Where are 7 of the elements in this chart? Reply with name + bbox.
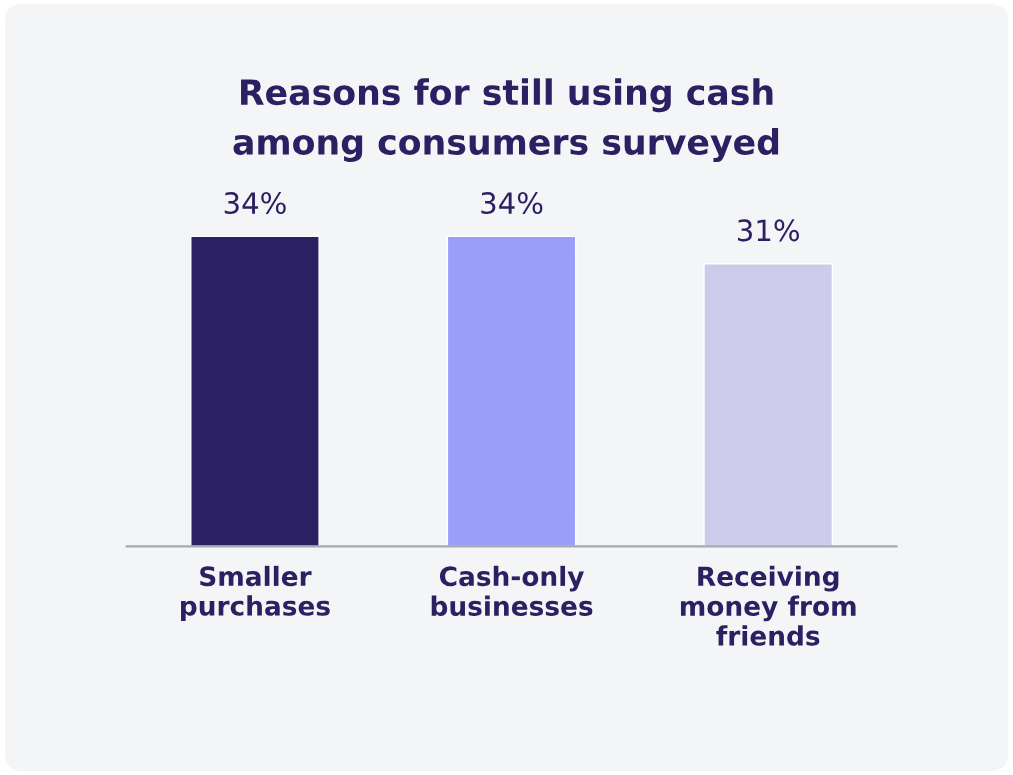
data-label: 34% — [224, 192, 286, 215]
chart-title: Reasons for still using cash among consumers surveyed — [233, 78, 779, 162]
data-label: 31% — [738, 219, 799, 242]
x-tick-label: Smaller purchases — [181, 565, 330, 621]
x-tick-label: Receiving money from friends — [680, 565, 856, 646]
data-label: 34% — [481, 192, 543, 215]
x-tick-label: Cash-only businesses — [431, 565, 593, 616]
